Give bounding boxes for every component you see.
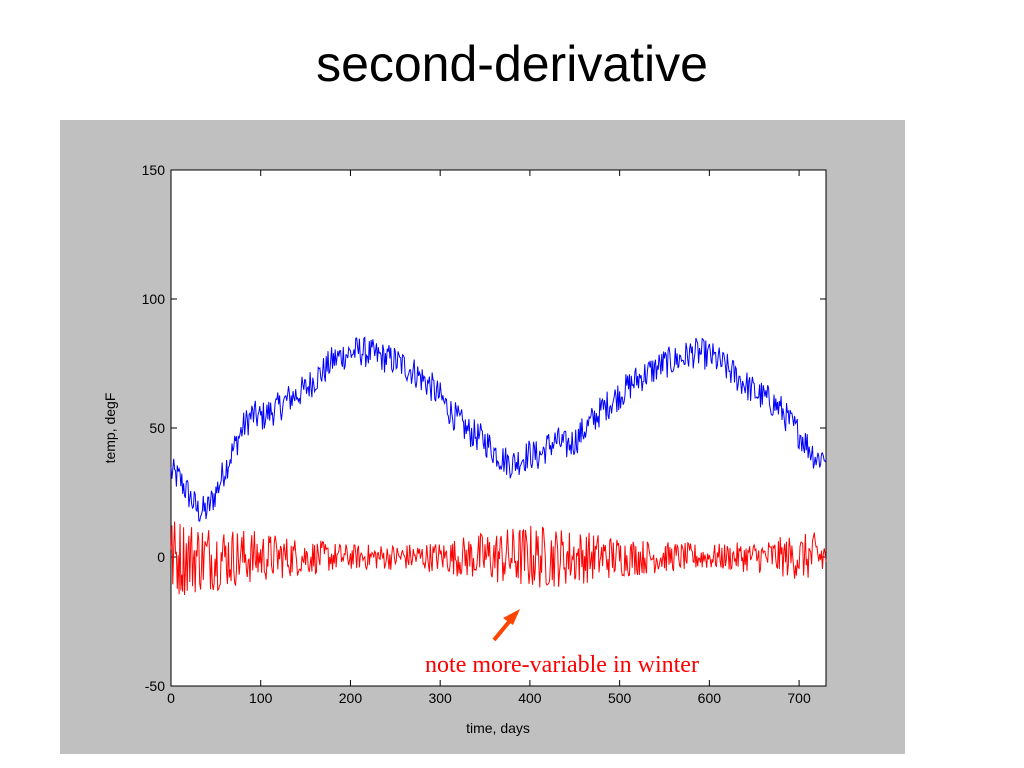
x-tick-label: 600: [698, 690, 722, 706]
x-tick-label: 700: [787, 690, 811, 706]
series-line-blue: [170, 336, 827, 522]
x-tick-label: 100: [249, 690, 273, 706]
x-tick-label: 400: [518, 690, 542, 706]
x-tick-label: 300: [428, 690, 452, 706]
x-tick-label: 200: [339, 690, 363, 706]
y-tick-label: -50: [145, 678, 165, 694]
annotation-arrow-head: [503, 609, 520, 625]
slide-title: second-derivative: [316, 36, 708, 92]
figure-panel: 0 100 200 300 400 500 600 700 -50 0 50 100 150 time,…: [60, 120, 905, 754]
series-line-red: [170, 521, 827, 596]
series-layer: [170, 336, 827, 596]
y-tick-label: 100: [142, 291, 166, 307]
y-tick-label: 0: [157, 549, 165, 565]
y-axis-label: temp, degF: [102, 393, 118, 464]
annotation-text: note more-variable in winter: [425, 652, 699, 678]
x-tick-label: 0: [167, 690, 175, 706]
x-axis-label: time, days: [466, 720, 530, 736]
y-tick-label: 150: [142, 162, 166, 178]
plot-area: [170, 169, 827, 687]
x-tick-label: 500: [608, 690, 632, 706]
y-tick-label: 50: [149, 420, 165, 436]
